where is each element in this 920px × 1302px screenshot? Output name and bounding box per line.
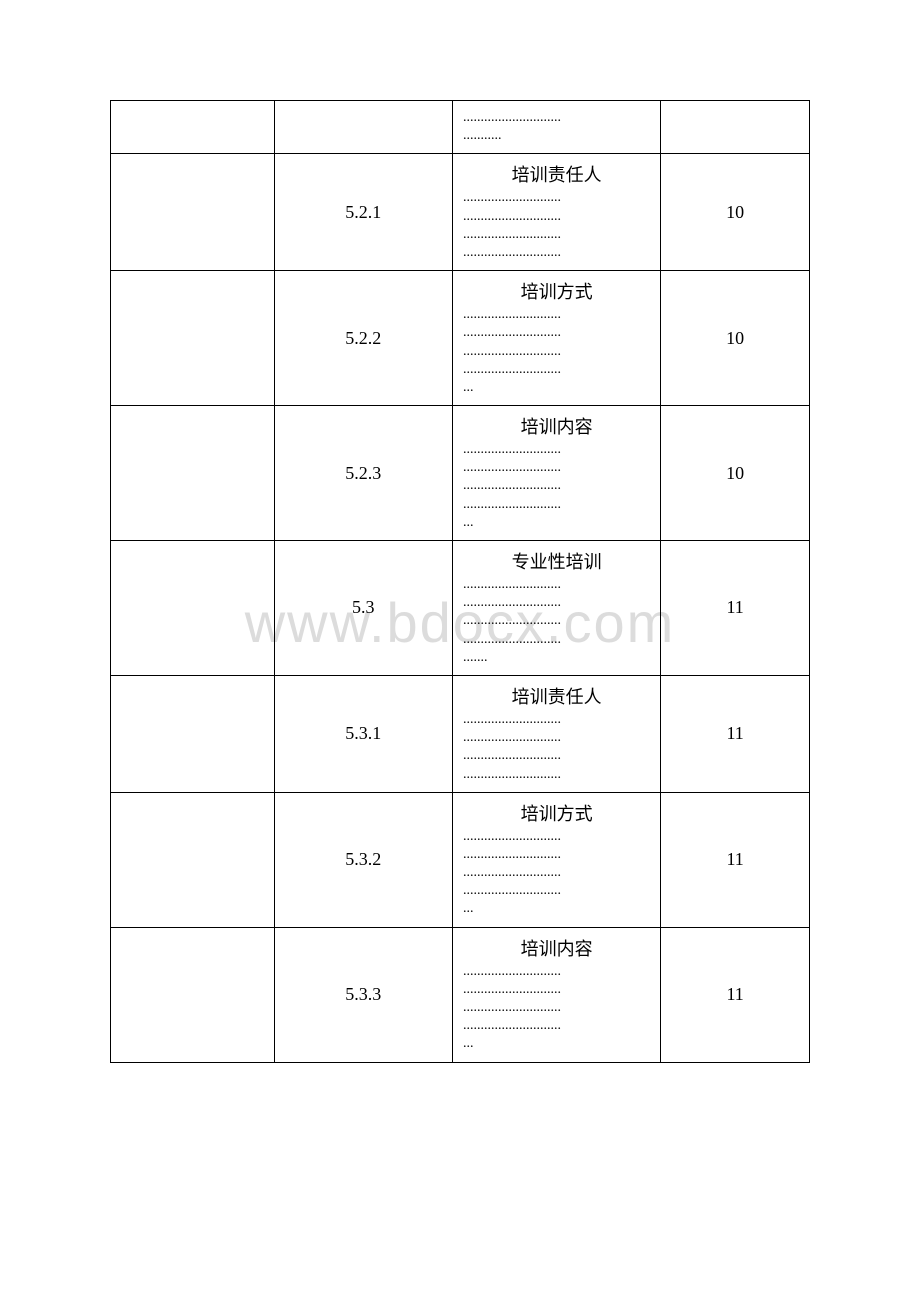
page-number: 10 xyxy=(661,406,810,541)
toc-tbody: ....................................... 5… xyxy=(111,101,810,1063)
dot-leader: ........................................… xyxy=(463,306,650,397)
section-number: 5.3.1 xyxy=(274,675,452,792)
entry-title-cell: 专业性培训...................................… xyxy=(453,541,661,676)
page-number: 10 xyxy=(661,271,810,406)
table-cell-blank xyxy=(111,154,275,271)
entry-title-cell: 培训内容....................................… xyxy=(453,927,661,1062)
entry-title: 培训内容 xyxy=(463,414,650,441)
table-row: 5.3.2培训方式...............................… xyxy=(111,792,810,927)
page-number: 11 xyxy=(661,675,810,792)
table-row: 5.3.1培训责任人..............................… xyxy=(111,675,810,792)
table-row: 5.3专业性培训................................… xyxy=(111,541,810,676)
section-number xyxy=(274,101,452,154)
table-cell-blank xyxy=(111,271,275,406)
section-number: 5.3 xyxy=(274,541,452,676)
entry-title-cell: 培训责任人...................................… xyxy=(453,675,661,792)
table-row: ....................................... xyxy=(111,101,810,154)
entry-title: 培训方式 xyxy=(463,801,650,828)
table-row: 5.2.1培训责任人..............................… xyxy=(111,154,810,271)
page-number: 11 xyxy=(661,541,810,676)
entry-title-cell: ....................................... xyxy=(453,101,661,154)
dot-leader: ........................................… xyxy=(463,576,650,667)
page-number xyxy=(661,101,810,154)
entry-title-cell: 培训方式....................................… xyxy=(453,792,661,927)
table-cell-blank xyxy=(111,406,275,541)
section-number: 5.2.3 xyxy=(274,406,452,541)
table-row: 5.3.3培训内容...............................… xyxy=(111,927,810,1062)
dot-leader: ........................................… xyxy=(463,711,650,784)
section-number: 5.3.2 xyxy=(274,792,452,927)
dot-leader: ........................................… xyxy=(463,441,650,532)
entry-title: 培训责任人 xyxy=(463,162,650,189)
section-number: 5.2.2 xyxy=(274,271,452,406)
page-number: 10 xyxy=(661,154,810,271)
dot-leader: ........................................… xyxy=(463,828,650,919)
table-row: 5.2.3培训内容...............................… xyxy=(111,406,810,541)
entry-title-cell: 培训责任人...................................… xyxy=(453,154,661,271)
page-number: 11 xyxy=(661,792,810,927)
entry-title-cell: 培训内容....................................… xyxy=(453,406,661,541)
table-cell-blank xyxy=(111,101,275,154)
entry-title: 培训责任人 xyxy=(463,684,650,711)
table-cell-blank xyxy=(111,675,275,792)
section-number: 5.3.3 xyxy=(274,927,452,1062)
entry-title: 培训方式 xyxy=(463,279,650,306)
toc-table: ....................................... 5… xyxy=(110,100,810,1063)
entry-title: 专业性培训 xyxy=(463,549,650,576)
entry-title: 培训内容 xyxy=(463,936,650,963)
dot-leader: ........................................… xyxy=(463,189,650,262)
entry-title-cell: 培训方式....................................… xyxy=(453,271,661,406)
table-cell-blank xyxy=(111,927,275,1062)
table-cell-blank xyxy=(111,541,275,676)
page-number: 11 xyxy=(661,927,810,1062)
table-cell-blank xyxy=(111,792,275,927)
section-number: 5.2.1 xyxy=(274,154,452,271)
table-row: 5.2.2培训方式...............................… xyxy=(111,271,810,406)
dot-leader: ........................................… xyxy=(463,963,650,1054)
dot-leader: ....................................... xyxy=(463,109,650,145)
